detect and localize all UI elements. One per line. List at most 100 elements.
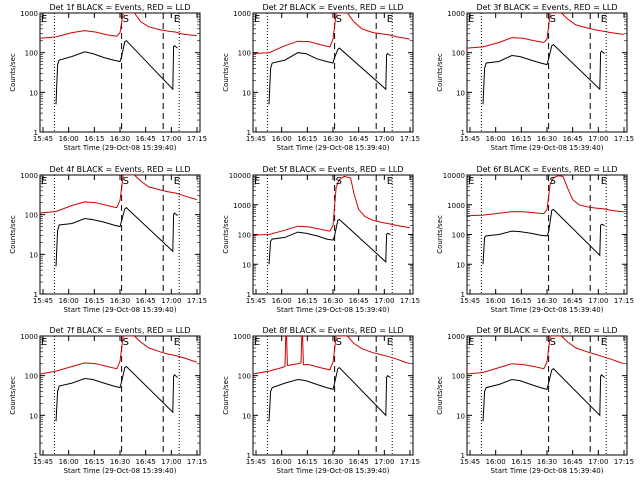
x-tick-label: 16:30 [537, 297, 557, 305]
series-line [467, 13, 624, 49]
y-axis-label: Counts/sec [436, 53, 444, 92]
series-line [467, 175, 624, 217]
x-tick-label: 16:30 [110, 458, 130, 466]
x-tick-label: 16:45 [136, 135, 156, 143]
series-line [55, 207, 178, 267]
series-line [55, 40, 178, 105]
marker-label-s: S [123, 337, 129, 348]
marker-label-e: E [174, 337, 180, 348]
series-line [268, 47, 391, 105]
x-tick-label: 15:45 [460, 135, 480, 143]
y-axis-label: Counts/sec [436, 376, 444, 415]
marker-label-s: S [336, 337, 342, 348]
x-tick-label: 15:45 [246, 297, 266, 305]
chart-title: Det 7f BLACK = Events, RED = LLD [49, 326, 190, 335]
x-tick-label: 16:30 [537, 458, 557, 466]
marker-label-s: S [336, 176, 342, 187]
chart-panel-7: Det 7f BLACK = Events, RED = LLD 1 10 100 10… [9, 326, 207, 475]
marker-label-e: E [468, 337, 474, 348]
x-tick-label: 16:45 [563, 297, 583, 305]
y-tick-label: 100 [238, 50, 251, 58]
chart-panel-2: Det 2f BLACK = Events, RED = LLD 1 10 100 10… [222, 3, 420, 152]
y-tick-label: 1000 [20, 172, 38, 180]
series-line [268, 366, 391, 422]
y-axis-label: Counts/sec [436, 215, 444, 254]
y-tick-label: 10 [29, 412, 38, 420]
x-axis-label: Start Time (29-Oct-08 15:39:40) [277, 144, 390, 152]
x-tick-label: 16:00 [272, 297, 292, 305]
x-tick-label: 16:15 [297, 458, 317, 466]
y-tick-label: 1 [461, 452, 465, 460]
x-tick-label: 17:00 [161, 297, 181, 305]
x-tick-label: 16:45 [349, 297, 369, 305]
series-line [253, 336, 410, 375]
x-tick-label: 17:00 [161, 135, 181, 143]
x-tick-label: 17:15 [614, 458, 634, 466]
y-tick-label: 10 [29, 89, 38, 97]
x-tick-label: 15:45 [33, 297, 53, 305]
y-tick-label: 1 [34, 129, 38, 137]
marker-label-e: E [41, 337, 47, 348]
y-tick-label: 100 [452, 50, 465, 58]
chart-title: Det 6f BLACK = Events, RED = LLD [476, 165, 617, 174]
x-tick-label: 16:15 [84, 458, 104, 466]
series-line [253, 175, 410, 236]
chart-title: Det 4f BLACK = Events, RED = LLD [49, 165, 190, 174]
marker-label-s: S [123, 176, 129, 187]
y-axis-label: Counts/sec [222, 53, 230, 92]
x-tick-label: 17:00 [374, 135, 394, 143]
y-tick-label: 10 [242, 89, 251, 97]
x-tick-label: 17:00 [588, 135, 608, 143]
y-tick-label: 10 [456, 412, 465, 420]
x-tick-label: 16:00 [486, 297, 506, 305]
marker-label-e: E [387, 14, 393, 25]
marker-label-e: E [254, 176, 260, 187]
chart-title: Det 3f BLACK = Events, RED = LLD [476, 3, 617, 12]
plot-frame [466, 335, 628, 456]
x-tick-label: 15:45 [33, 135, 53, 143]
marker-label-e: E [468, 176, 474, 187]
series-line [467, 336, 624, 375]
x-tick-label: 16:30 [110, 297, 130, 305]
x-tick-label: 17:15 [614, 297, 634, 305]
x-axis-label: Start Time (29-Oct-08 15:39:40) [277, 306, 390, 314]
y-tick-label: 10000 [443, 172, 465, 180]
marker-label-e: E [601, 337, 607, 348]
y-tick-label: 1000 [447, 10, 465, 18]
y-tick-label: 10000 [229, 172, 251, 180]
marker-label-e: E [41, 176, 47, 187]
marker-label-s: S [550, 176, 556, 187]
y-tick-label: 1 [34, 291, 38, 299]
x-tick-label: 17:00 [374, 297, 394, 305]
x-tick-label: 16:15 [511, 297, 531, 305]
series-line [482, 208, 605, 265]
y-tick-label: 1 [461, 291, 465, 299]
x-tick-label: 15:45 [246, 458, 266, 466]
y-tick-label: 10 [242, 412, 251, 420]
y-axis-label: Counts/sec [222, 376, 230, 415]
x-tick-label: 17:00 [374, 458, 394, 466]
chart-title: Det 9f BLACK = Events, RED = LLD [476, 326, 617, 335]
x-axis-label: Start Time (29-Oct-08 15:39:40) [491, 144, 604, 152]
y-axis-label: Counts/sec [222, 215, 230, 254]
y-tick-label: 1000 [233, 202, 251, 210]
x-tick-label: 17:00 [588, 458, 608, 466]
series-line [482, 43, 605, 105]
x-axis-label: Start Time (29-Oct-08 15:39:40) [64, 467, 177, 475]
x-tick-label: 16:00 [486, 135, 506, 143]
x-tick-label: 16:30 [537, 135, 557, 143]
y-tick-label: 10 [242, 261, 251, 269]
plot-frame [252, 174, 414, 295]
x-tick-label: 17:00 [161, 458, 181, 466]
x-tick-label: 17:15 [187, 297, 207, 305]
y-tick-label: 10 [456, 261, 465, 269]
x-tick-label: 16:45 [136, 458, 156, 466]
x-tick-label: 16:00 [486, 458, 506, 466]
y-tick-label: 100 [25, 50, 38, 58]
x-tick-label: 17:15 [187, 135, 207, 143]
y-tick-label: 100 [25, 373, 38, 381]
marker-label-s: S [550, 14, 556, 25]
x-tick-label: 16:30 [323, 135, 343, 143]
y-tick-label: 1000 [233, 333, 251, 341]
